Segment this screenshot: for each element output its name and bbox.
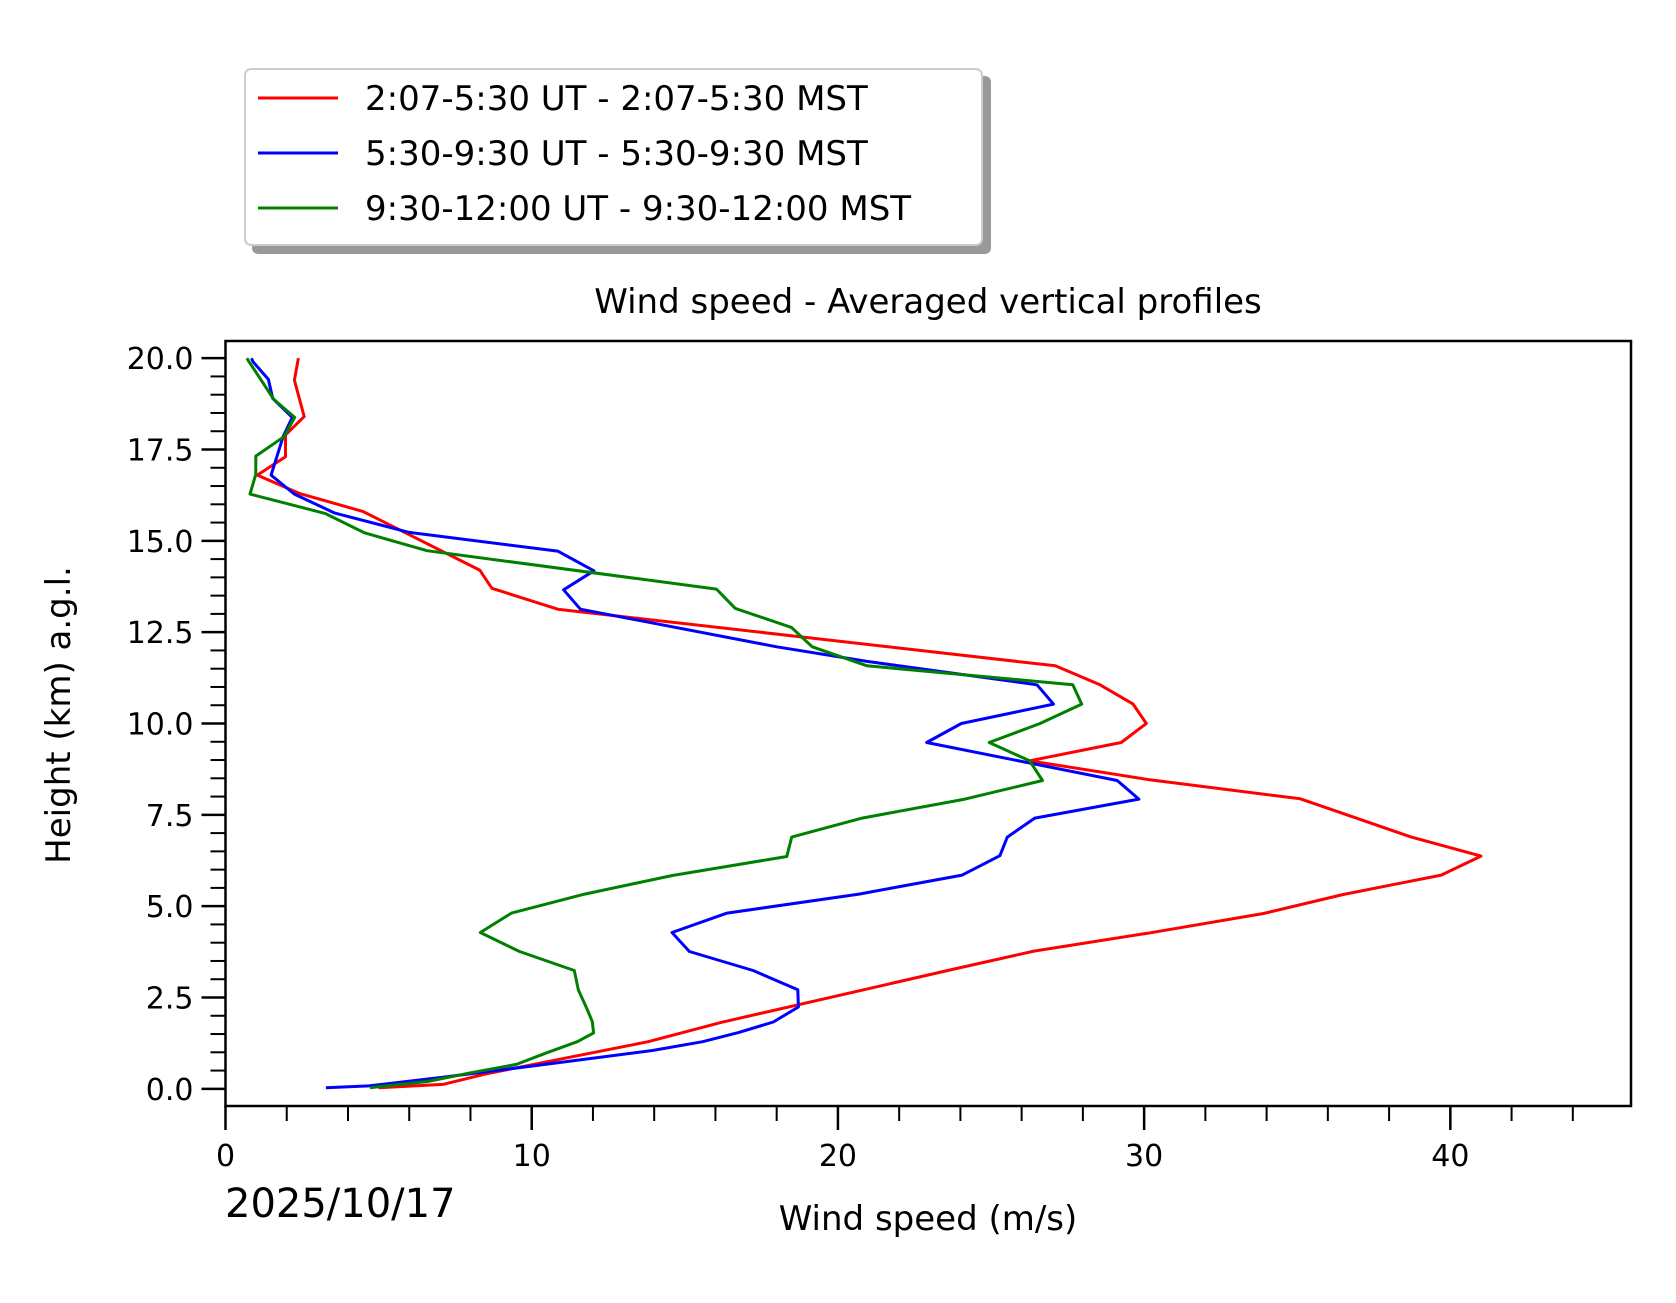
chart-title: Wind speed - Averaged vertical profiles (594, 282, 1262, 322)
plot-area (245, 357, 1483, 1090)
date-label: 2025/10/17 (225, 1181, 456, 1227)
legend-label-3: 9:30-12:00 UT - 9:30-12:00 MST (365, 189, 911, 229)
y-tick-label: 12.5 (127, 616, 194, 651)
x-tick-label: 40 (1431, 1139, 1469, 1174)
y-tick-label: 7.5 (146, 799, 194, 834)
axes: 0 10 20 30 40 0.0 2.5 5.0 7.5 10.0 12.5 15.0 17.5 20.… (127, 339, 1633, 1174)
series-line-2 (250, 357, 1141, 1090)
series-line-3 (245, 357, 1084, 1090)
y-tick-label: 5.0 (146, 890, 194, 925)
legend: 2:07-5:30 UT - 2:07-5:30 MST 5:30-9:30 UT… (244, 68, 991, 254)
legend-label-1: 2:07-5:30 UT - 2:07-5:30 MST (365, 79, 868, 119)
y-tick-label: 20.0 (127, 342, 194, 377)
legend-label-2: 5:30-9:30 UT - 5:30-9:30 MST (365, 134, 868, 174)
y-tick-label: 0.0 (146, 1073, 194, 1108)
x-axis-label: Wind speed (m/s) (779, 1199, 1078, 1239)
y-tick-label: 15.0 (127, 525, 194, 560)
y-axis-label: Height (km) a.g.l. (39, 566, 79, 864)
y-tick-label: 2.5 (146, 981, 194, 1016)
x-tick-label: 10 (513, 1139, 551, 1174)
legend-box (244, 68, 983, 246)
y-tick-label: 10.0 (127, 708, 194, 743)
x-tick-label: 0 (216, 1139, 235, 1174)
x-tick-label: 30 (1125, 1139, 1163, 1174)
x-tick-label: 20 (819, 1139, 857, 1174)
y-tick-label: 17.5 (127, 434, 194, 469)
